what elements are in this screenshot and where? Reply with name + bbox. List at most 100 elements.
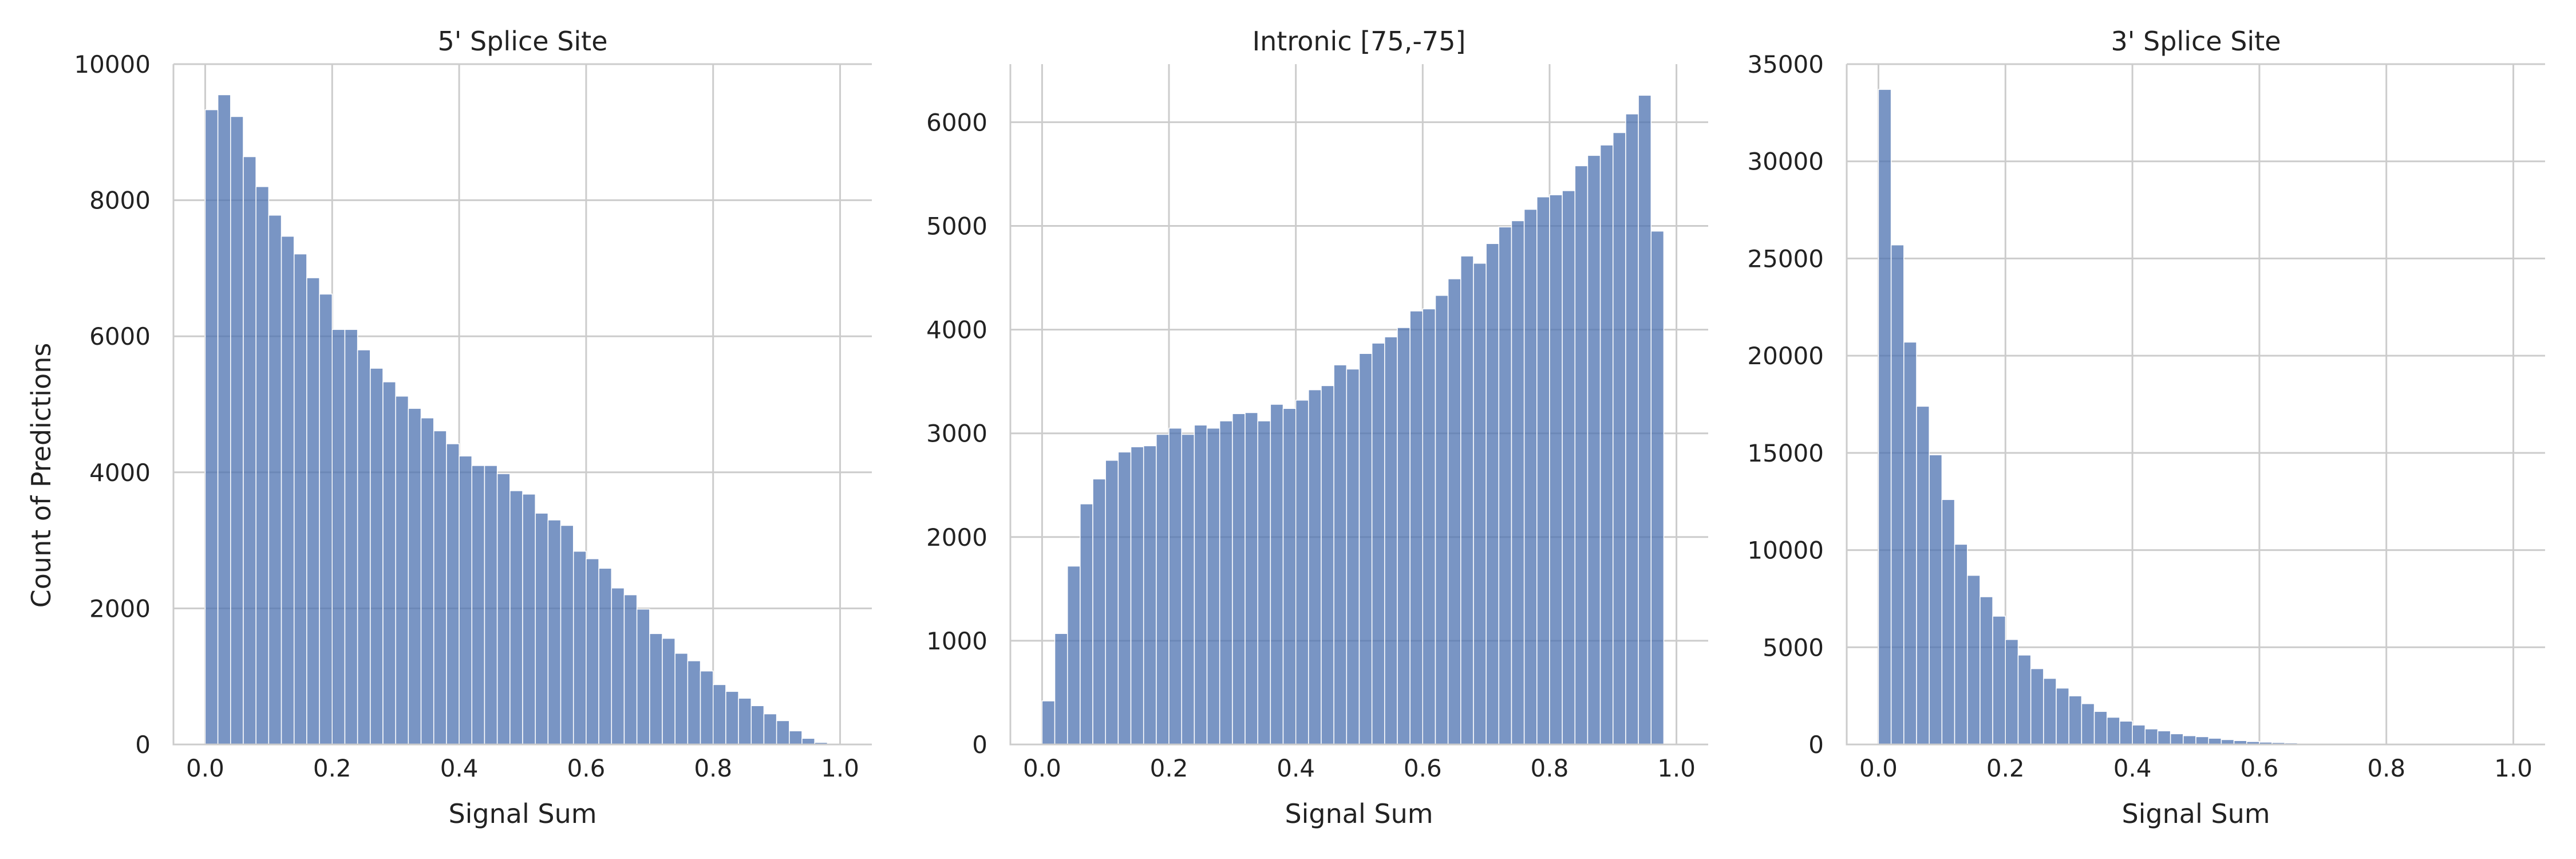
histogram-bar (2056, 687, 2069, 745)
bars (204, 94, 828, 745)
histogram-bar (763, 713, 777, 745)
histogram-bar (1156, 434, 1170, 745)
histogram-bar (217, 94, 231, 745)
histogram-bar (204, 109, 219, 745)
x-tick-label: 0.4 (440, 754, 479, 782)
panel-title: 5' Splice Site (437, 26, 607, 57)
y-tick-label: 2000 (926, 523, 987, 551)
histogram-bar (1574, 165, 1589, 745)
histogram-bar (2183, 735, 2196, 745)
histogram-bar (496, 473, 511, 745)
y-tick-label: 5000 (1763, 633, 1824, 661)
y-tick-label: 10000 (74, 50, 151, 78)
y-tick-label: 15000 (1747, 439, 1824, 467)
histogram-bar (484, 465, 498, 745)
histogram-bar (420, 417, 434, 745)
histogram-bar (1308, 389, 1322, 745)
histogram-bar (1878, 89, 1892, 745)
histogram-bar (1536, 196, 1550, 745)
histogram-bar (1080, 503, 1093, 745)
histogram-bar (509, 490, 523, 745)
histogram-bar (255, 186, 270, 745)
histogram-bar (408, 408, 422, 745)
y-tick-label: 6000 (926, 108, 987, 136)
histogram-bar (1384, 336, 1398, 745)
grid (173, 63, 872, 746)
y-tick-label: 0 (135, 731, 151, 759)
histogram-bar (1181, 434, 1195, 745)
histogram-bar (2005, 639, 2019, 745)
histogram-bar (1980, 596, 1993, 745)
histogram-bar (1523, 208, 1538, 745)
histogram-bar (700, 670, 714, 745)
x-tick-label: 1.0 (2494, 754, 2532, 782)
histogram-bar (344, 329, 358, 745)
histogram-bar (459, 455, 473, 745)
histogram-bar (801, 738, 815, 745)
histogram-bar (1890, 244, 1905, 745)
y-tick-label: 8000 (89, 187, 151, 215)
histogram-bar (1358, 353, 1373, 745)
y-tick-label: 30000 (1747, 148, 1824, 176)
histogram-bar (1485, 243, 1500, 745)
histogram-bar (1117, 451, 1132, 745)
histogram-bar (1966, 574, 1981, 745)
histogram-bar (395, 395, 409, 745)
histogram-bar (1257, 420, 1271, 745)
histogram-bar (1194, 424, 1208, 745)
histogram-bar (293, 253, 307, 745)
x-axis-label: Signal Sum (448, 798, 596, 829)
histogram-bar (2144, 728, 2159, 745)
histogram-bar (1992, 616, 2006, 745)
x-tick-label: 0.0 (186, 754, 224, 782)
histogram-bar (319, 293, 333, 745)
y-tick-label: 3000 (926, 420, 987, 448)
histogram-bar (750, 705, 765, 745)
histogram-bar (1409, 310, 1424, 745)
histogram-bar (230, 116, 244, 745)
histogram-bar (1498, 226, 1512, 745)
histogram-bar (1650, 230, 1665, 745)
histogram-bar (1638, 94, 1652, 745)
y-tick-label: 4000 (89, 459, 151, 487)
histogram-bar (1613, 132, 1626, 745)
x-tick-label: 0.4 (2113, 754, 2152, 782)
y-tick-label: 4000 (926, 316, 987, 344)
histogram-bar (738, 698, 752, 745)
histogram-bar (1295, 400, 1309, 745)
y-tick-label: 25000 (1747, 245, 1824, 273)
histogram-bar (623, 594, 638, 745)
histogram-bar (1206, 427, 1220, 745)
x-axis-label: Signal Sum (2121, 798, 2270, 829)
bars (1878, 89, 2514, 745)
histogram-bar (1346, 368, 1360, 745)
y-tick-label: 2000 (89, 594, 151, 622)
x-tick-label: 0.0 (1023, 754, 1061, 782)
axis-spines (172, 64, 872, 746)
histogram-bar (535, 513, 549, 745)
histogram-bar (1916, 405, 1930, 745)
histogram-bar (687, 660, 701, 745)
panel-intronic: Intronic [75,-75] Signal Sum 0.0 0.2 0.4 0.… (926, 26, 1708, 829)
histogram-bar (306, 277, 320, 745)
y-tick-label: 10000 (1747, 537, 1824, 565)
histogram-bar (2106, 716, 2120, 745)
histogram-bar (649, 633, 663, 745)
histogram-bar (2119, 720, 2133, 745)
histogram-bar (1929, 454, 1943, 745)
histogram-bar (1066, 565, 1081, 745)
x-tick-label: 0.0 (1859, 754, 1898, 782)
histogram-bar (2030, 668, 2044, 745)
axis-spines (1009, 64, 1708, 746)
x-tick-label: 0.6 (567, 754, 606, 782)
histogram-bar (1562, 190, 1576, 745)
axis-spines (1846, 64, 2545, 746)
histogram-bar (1092, 478, 1106, 745)
y-tick-label: 35000 (1747, 50, 1824, 78)
histogram-bar (2157, 730, 2171, 745)
panel-3-prime-splice-site: 3' Splice Site Signal Sum 0.0 0.2 0.4 0.6 0.… (1747, 26, 2545, 829)
histogram-bar (611, 588, 625, 745)
histogram-bar (2043, 677, 2057, 745)
histogram-bar (471, 465, 485, 745)
